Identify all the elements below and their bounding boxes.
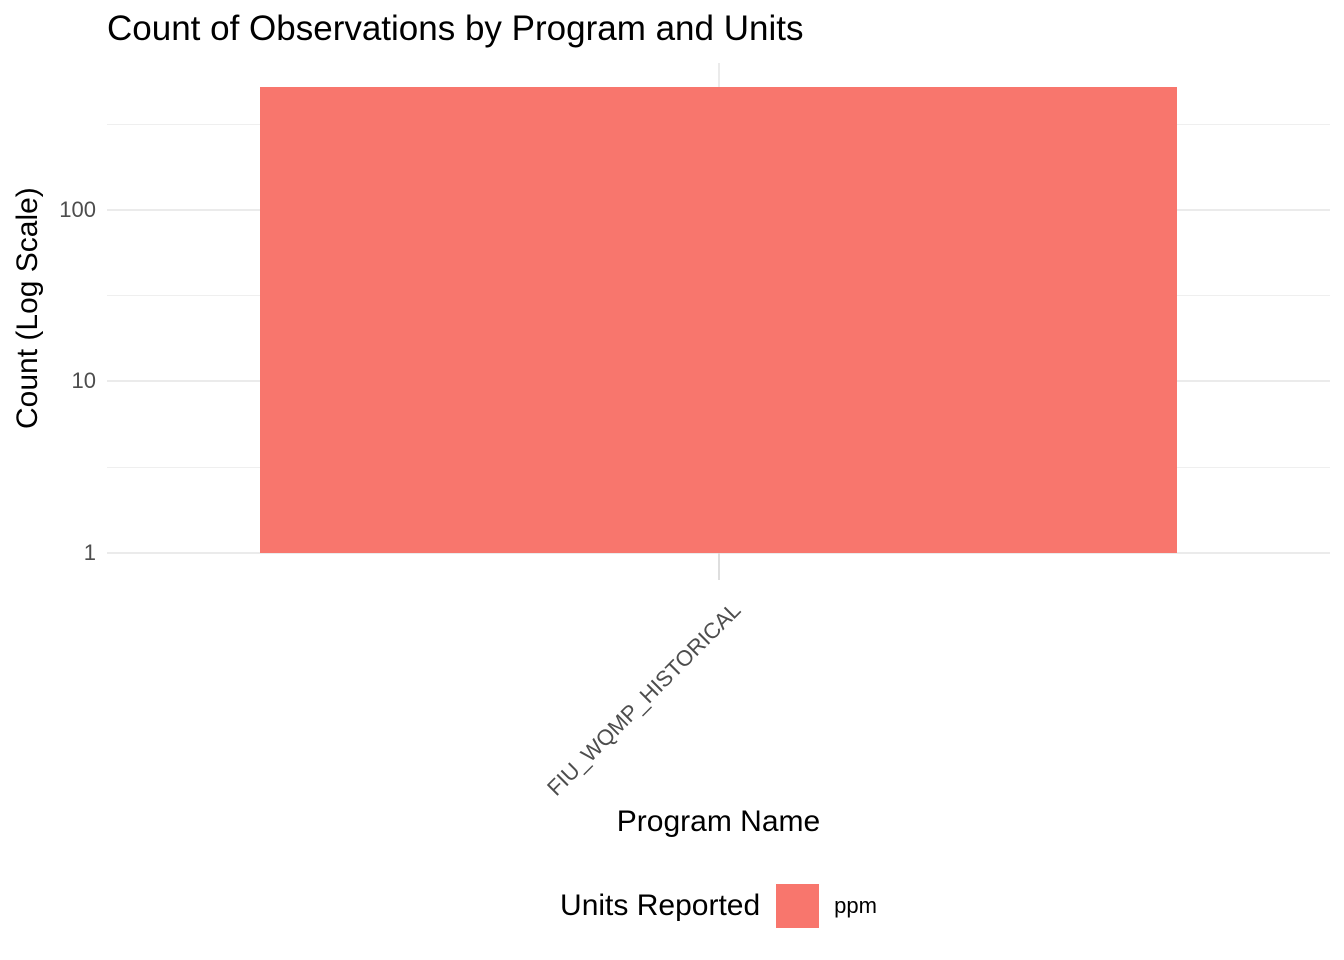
x-axis-tick-label: FIU_WQMP_HISTORICAL	[541, 597, 745, 801]
legend-swatch-ppm	[776, 884, 820, 928]
y-axis-title: Count (Log Scale)	[11, 187, 44, 429]
legend-title: Units Reported	[560, 889, 761, 922]
y-tick-label-1: 1	[83, 540, 96, 565]
y-axis-tick-labels: 1 10 100	[0, 63, 96, 565]
bar-fiu_wqmp_historical	[259, 87, 1178, 553]
chart-title: Count of Observations by Program and Uni…	[107, 9, 804, 48]
y-tick-label-100: 100	[59, 196, 96, 222]
legend-label-ppm: ppm	[834, 893, 877, 918]
legend: Units Reported ppm	[107, 883, 1330, 929]
y-tick-label-10: 10	[71, 368, 96, 394]
x-axis-tick-mark	[717, 553, 720, 580]
plot-panel	[107, 63, 1330, 580]
x-axis-title: Program Name	[616, 805, 821, 838]
